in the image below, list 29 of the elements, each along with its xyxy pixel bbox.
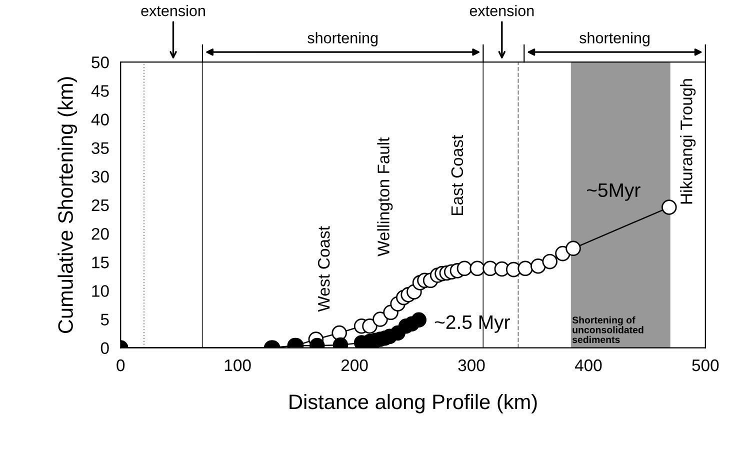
y-tick-label: 10: [92, 285, 109, 297]
y-tick-label: 0: [100, 342, 109, 354]
annotation: East Coast: [451, 135, 464, 216]
y-tick-label: 30: [92, 170, 109, 183]
x-tick-label: 200: [341, 359, 368, 372]
annotation: Wellington Fault: [377, 137, 393, 256]
text: shortening: [580, 32, 650, 46]
y-tick-label: 25: [92, 199, 109, 212]
x-tick-label: 100: [224, 359, 251, 372]
y-tick-label: 20: [92, 228, 109, 240]
annotation: Hikurangi Trough: [680, 79, 696, 204]
y-tick-label: 35: [92, 142, 109, 154]
y-tick-label: 5: [100, 314, 109, 326]
annotation: West Coast: [318, 226, 330, 312]
y-tick-label: 40: [91, 114, 109, 126]
y-tick-label: 15: [92, 256, 109, 268]
band-label: Shortening of unconsolidated sediments: [572, 316, 644, 344]
x-tick-label: 0: [116, 359, 125, 372]
text: extension: [470, 4, 534, 16]
annotation: ~5Myr: [586, 183, 640, 201]
x-tick-label: 400: [574, 359, 602, 372]
x-axis-title: Distance along Profile (km): [290, 394, 537, 414]
text: extension: [141, 4, 205, 16]
x-tick-label: 500: [692, 359, 719, 372]
x-tick-label: 300: [458, 359, 485, 372]
y-axis-title: Cumulative Shortening (km): [58, 77, 78, 334]
text: shortening: [308, 32, 378, 46]
y-tick-label: 45: [91, 85, 109, 97]
y-tick-label: 50: [92, 56, 109, 68]
